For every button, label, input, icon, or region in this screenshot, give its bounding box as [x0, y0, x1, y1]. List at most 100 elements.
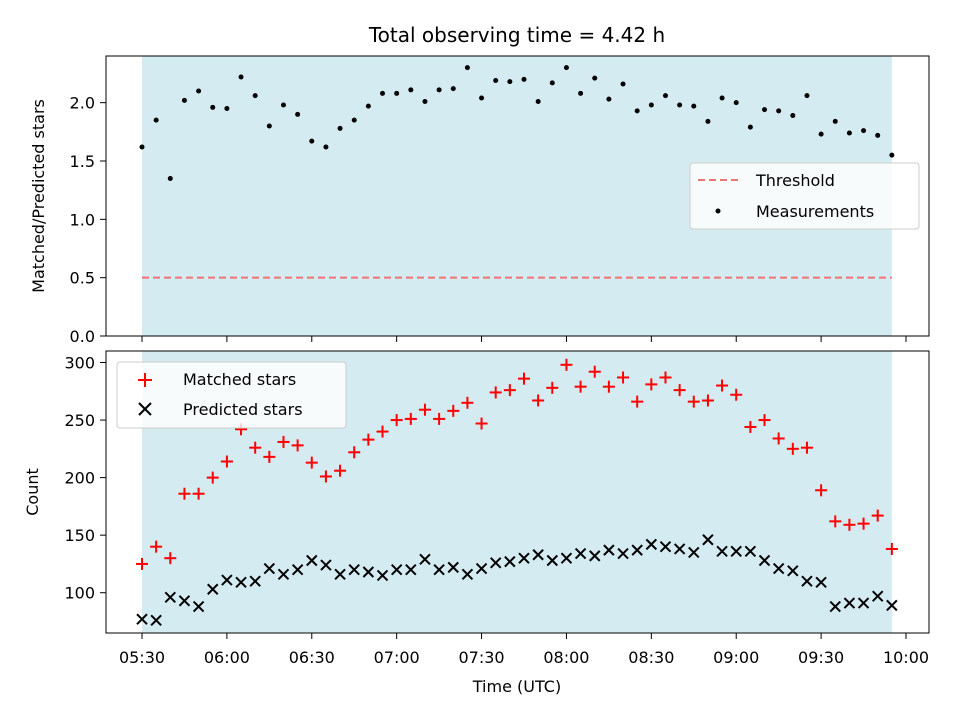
bottom-legend-box	[116, 361, 347, 429]
predicted-star-point	[772, 562, 785, 575]
matched-star-point	[588, 365, 601, 378]
x-tick-label: 06:00	[204, 648, 250, 667]
predicted-star-point	[235, 576, 247, 589]
bottom-panel-legend: Matched stars Predicted stars	[116, 361, 347, 429]
bottom-panel: 100 150 200 250 300 05:30 06:00 06:30 07:00 07:3…	[23, 350, 930, 667]
measurement-point	[408, 87, 414, 93]
predicted-star-point	[178, 595, 191, 607]
predicted-star-point	[716, 545, 728, 557]
predicted-star-point	[320, 559, 332, 571]
predicted-star-point	[744, 545, 757, 557]
matched-star-point	[744, 420, 757, 433]
matched-star-point	[843, 518, 856, 531]
matched-star-point	[447, 404, 460, 417]
measurement-point	[295, 111, 301, 117]
predicted-star-point	[207, 583, 219, 595]
measurement-point	[351, 117, 357, 123]
matched-star-point	[475, 417, 488, 430]
predicted-star-point	[277, 568, 290, 581]
predicted-star-point	[787, 565, 799, 577]
measurement-point	[662, 93, 668, 99]
predicted-star-point	[362, 566, 375, 578]
predicted-star-point	[447, 561, 459, 574]
matched-star-point	[800, 441, 813, 454]
predicted-star-point	[306, 554, 318, 567]
matched-star-point	[404, 412, 417, 425]
predicted-star-point	[419, 553, 431, 566]
x-tick-label: 07:30	[459, 648, 505, 667]
bottom-panel-marks	[136, 358, 898, 627]
matched-star-point	[334, 464, 347, 477]
top-panel: 0.00.51.01.52.0 Matched/Predicted stars …	[29, 55, 930, 346]
matched-star-point	[461, 396, 474, 409]
measurement-point	[380, 90, 386, 96]
measurement-point	[691, 103, 697, 109]
measurement-point	[535, 99, 541, 104]
measurement-point	[280, 102, 286, 108]
legend-measurements-label: Measurements	[756, 202, 874, 221]
x-tick-label: 10:00	[883, 648, 929, 667]
matched-star-point	[574, 380, 587, 393]
predicted-star-point	[192, 600, 205, 613]
predicted-star-point	[390, 563, 403, 576]
measurement-point	[422, 99, 428, 104]
measurement-point	[521, 76, 527, 82]
predicted-star-point	[560, 552, 573, 564]
predicted-star-point	[291, 563, 304, 576]
legend-matched-label: Matched stars	[183, 370, 296, 389]
matched-star-point	[305, 456, 318, 469]
matched-star-point	[758, 414, 771, 427]
measurement-point	[832, 118, 838, 124]
matched-star-point	[659, 371, 672, 384]
y-tick-label: 0.0	[70, 327, 95, 346]
measurement-point	[139, 144, 145, 150]
top-panel-legend: Threshold Measurements	[689, 162, 920, 230]
measurement-point	[394, 90, 400, 96]
matched-star-point	[136, 557, 148, 570]
legend-threshold-label: Threshold	[755, 171, 835, 190]
measurement-point	[648, 102, 654, 108]
matched-star-point	[560, 358, 573, 371]
matched-star-point	[687, 395, 700, 408]
x-tick-label: 09:30	[798, 648, 844, 667]
measurement-point	[309, 138, 315, 144]
predicted-star-point	[546, 554, 559, 567]
predicted-star-point	[574, 547, 587, 560]
x-axis-label: Time (UTC)	[472, 677, 561, 696]
measurement-point	[620, 81, 626, 87]
x-tick-label: 09:00	[713, 648, 759, 667]
measurement-point	[323, 144, 329, 150]
predicted-star-point	[886, 599, 898, 612]
matched-star-point	[829, 515, 842, 528]
predicted-star-point	[815, 576, 827, 589]
measurement-point	[224, 106, 230, 111]
predicted-star-point	[730, 545, 742, 557]
measurement-point	[875, 132, 881, 138]
measurement-point	[365, 103, 371, 109]
top-panel-y-label: Matched/Predicted stars	[29, 99, 48, 293]
measurement-point	[705, 118, 711, 124]
matched-star-point	[772, 432, 785, 445]
measurement-point	[733, 100, 739, 106]
measurement-point	[592, 75, 598, 81]
matched-star-point	[730, 388, 743, 401]
predicted-star-point	[249, 575, 261, 587]
measurement-point	[818, 131, 824, 137]
predicted-star-point	[801, 575, 813, 587]
predicted-star-point	[589, 550, 601, 562]
predicted-star-point	[758, 554, 771, 567]
y-tick-label: 0.5	[70, 269, 95, 288]
y-tick-label: 100	[64, 584, 95, 603]
matched-star-point	[263, 450, 276, 463]
matched-star-point	[390, 414, 403, 427]
matched-star-point	[815, 484, 828, 497]
matched-star-point	[518, 372, 530, 385]
bottom-panel-x-axis: 05:30 06:00 06:30 07:00 07:30 08:00 08:30 09:00…	[119, 633, 929, 667]
matched-star-point	[362, 433, 375, 446]
matched-star-point	[631, 395, 644, 408]
measurement-point	[606, 96, 612, 102]
matched-star-point	[617, 371, 630, 384]
predicted-star-point	[518, 552, 530, 564]
predicted-star-point	[688, 546, 700, 559]
matched-star-point	[645, 378, 658, 391]
